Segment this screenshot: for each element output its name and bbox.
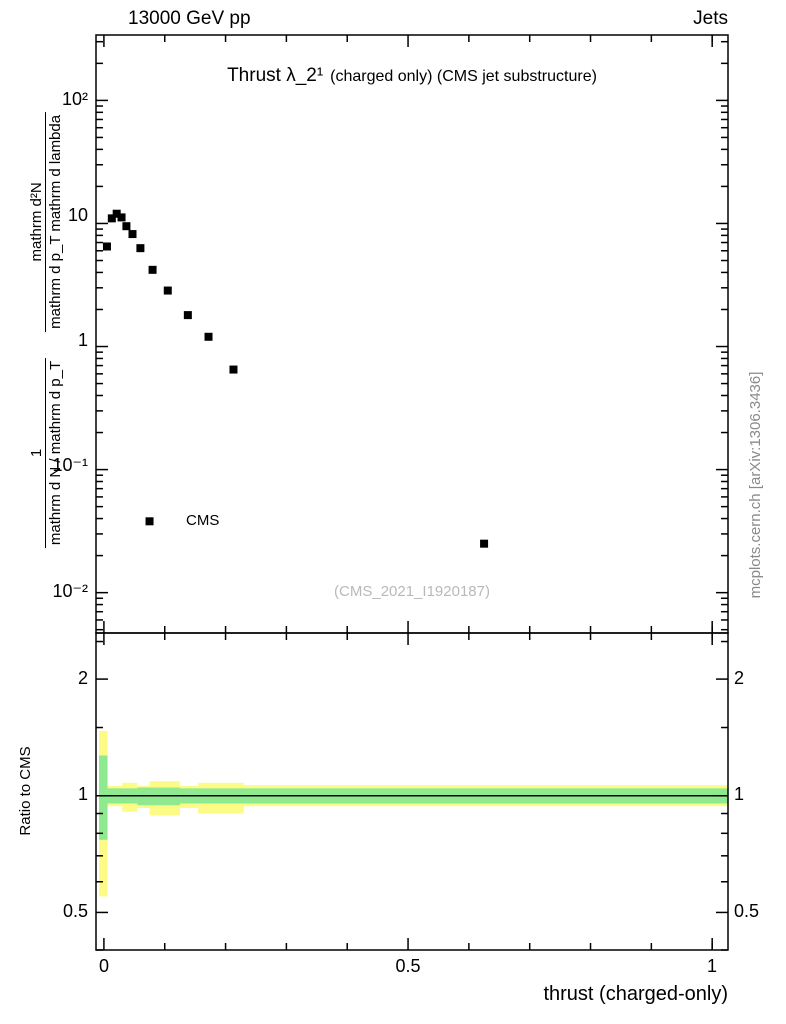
- side-note: mcplots.cern.ch [arXiv:1306.3436]: [746, 371, 764, 599]
- x-axis-label: thrust (charged-only): [543, 983, 728, 1005]
- data-point: [480, 539, 489, 548]
- x-tick-0: 0: [98, 956, 110, 976]
- data-point: [102, 242, 111, 251]
- data-point: [183, 311, 192, 320]
- y-axis-label-density: mathrm d²N mathrm d p_T mathrm d lambda: [28, 111, 64, 332]
- ratio-tick-left-1: 1: [77, 784, 88, 804]
- green-uncertainty-band: [99, 755, 108, 840]
- y-axis-label-prefactor: 1 mathrm d N / mathrm d p_T: [28, 357, 64, 549]
- ratio-panel-frame: [95, 632, 729, 951]
- y-axis-label: 1 mathrm d N / mathrm d p_T mathrm d²N m…: [28, 111, 64, 549]
- y-tick-1e2: 10²: [61, 89, 88, 109]
- data-point: [117, 213, 126, 222]
- plot-title: Thrust λ_2¹ (charged only) (CMS jet subst…: [227, 65, 597, 87]
- header-beam-energy: 13000 GeV pp: [128, 8, 251, 29]
- x-tick-05: 0.5: [395, 956, 421, 976]
- data-point: [148, 265, 157, 274]
- y-axis-label-density-num: mathrm d²N: [28, 182, 45, 262]
- data-point: [112, 209, 121, 218]
- x-tick-1: 1: [706, 956, 718, 976]
- y-tick-1: 1: [77, 330, 88, 350]
- header-process: Jets: [693, 8, 728, 29]
- main-panel-frame: [95, 34, 729, 634]
- y-tick-1e-2: 10⁻²: [52, 581, 88, 601]
- data-point: [136, 244, 145, 253]
- data-point: [229, 365, 238, 374]
- ratio-tick-right-2: 2: [734, 668, 745, 688]
- ratio-tick-left-05: 0.5: [62, 901, 88, 921]
- data-point: [128, 230, 137, 239]
- watermark: (CMS_2021_I1920187): [334, 583, 490, 600]
- data-point: [163, 286, 172, 295]
- y-tick-1e1: 10: [67, 205, 88, 225]
- plot-title-qualifier: (charged only) (CMS jet substructure): [330, 68, 597, 85]
- ratio-tick-right-05: 0.5: [734, 901, 760, 921]
- ratio-tick-left-2: 2: [77, 668, 88, 688]
- ratio-y-axis-label: Ratio to CMS: [16, 746, 34, 836]
- y-tick-1e-1: 10⁻¹: [52, 455, 88, 475]
- y-axis-label-prefactor-num: 1: [28, 448, 45, 458]
- data-point: [122, 222, 131, 231]
- ratio-tick-right-1: 1: [734, 784, 745, 804]
- plot-title-observable: Thrust λ_2¹: [227, 65, 324, 86]
- legend-marker: [145, 517, 154, 526]
- data-point: [204, 332, 213, 341]
- data-point: [107, 214, 116, 223]
- y-axis-label-prefactor-den: mathrm d N / mathrm d p_T: [45, 357, 64, 549]
- legend-label: CMS: [186, 512, 220, 529]
- y-axis-label-density-den: mathrm d p_T mathrm d lambda: [45, 111, 64, 332]
